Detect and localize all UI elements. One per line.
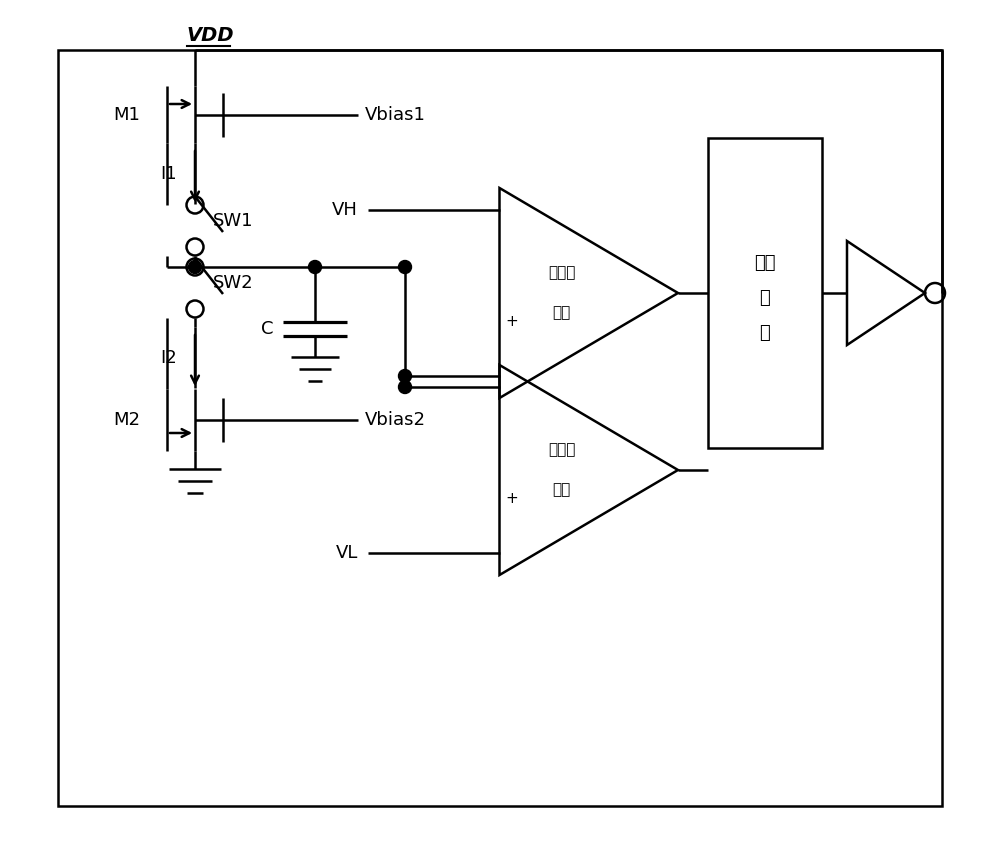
Text: Vbias1: Vbias1	[365, 105, 426, 124]
Text: 低位比: 低位比	[548, 443, 575, 458]
Circle shape	[398, 370, 412, 382]
Bar	[708, 138, 822, 448]
Circle shape	[398, 381, 412, 393]
Circle shape	[189, 260, 202, 274]
Text: VDD: VDD	[187, 26, 235, 45]
Text: 高位比: 高位比	[548, 265, 575, 281]
Bar	[58, 50, 942, 806]
Circle shape	[398, 260, 412, 274]
Text: 控制: 控制	[754, 254, 776, 272]
Text: I1: I1	[160, 165, 177, 183]
Text: 部: 部	[760, 289, 770, 307]
Text: M2: M2	[113, 411, 140, 429]
Text: SW2: SW2	[213, 274, 254, 292]
Text: I2: I2	[160, 349, 177, 367]
Text: M1: M1	[113, 105, 140, 124]
Text: 较器: 较器	[552, 305, 571, 321]
Text: +: +	[505, 314, 518, 328]
Text: C: C	[261, 320, 273, 338]
Text: SW1: SW1	[213, 212, 254, 230]
Text: 分: 分	[760, 324, 770, 342]
Text: Vbias2: Vbias2	[365, 411, 426, 429]
Text: +: +	[505, 490, 518, 505]
Text: VL: VL	[336, 544, 358, 562]
Text: 较器: 较器	[552, 483, 571, 498]
Circle shape	[308, 260, 322, 274]
Text: VH: VH	[332, 201, 358, 219]
